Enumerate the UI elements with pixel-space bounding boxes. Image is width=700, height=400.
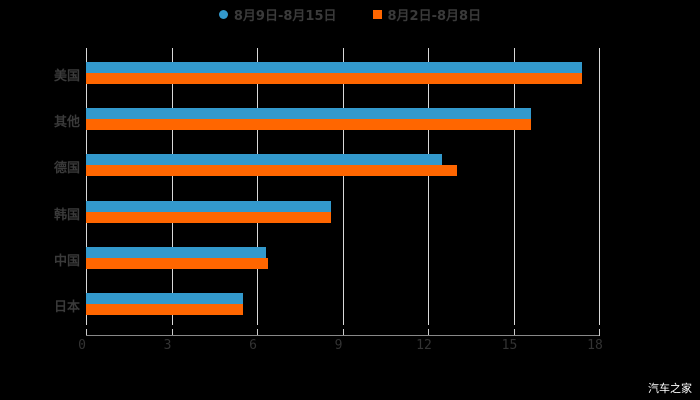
circle-marker-icon [218, 9, 228, 19]
category-label: 日本 [53, 300, 80, 315]
category-label: 美国 [53, 69, 80, 84]
axis-tick [257, 329, 258, 336]
square-marker-icon [372, 9, 382, 19]
category-label: 其他 [53, 115, 80, 131]
axis-tick [342, 329, 344, 336]
bar[interactable] [86, 154, 443, 166]
bar[interactable] [86, 73, 582, 84]
category-label: 德国 [53, 161, 80, 177]
x-tick-label: 3 [163, 338, 172, 353]
bar[interactable] [86, 62, 582, 73]
axis-tick [599, 329, 600, 336]
gridline [342, 48, 344, 325]
bar[interactable] [86, 293, 243, 304]
bar[interactable] [86, 165, 457, 177]
category-label: 中国 [53, 253, 80, 269]
bar[interactable] [86, 119, 531, 131]
legend-label: 8月2日-8月8日 [387, 8, 482, 24]
x-tick-label: 12 [416, 338, 432, 353]
legend: 8月9日-8月15日 8月2日-8月8日 [0, 4, 700, 24]
gridline [599, 48, 600, 325]
x-tick-label: 15 [501, 338, 518, 353]
gridline [257, 48, 258, 325]
bar[interactable] [86, 211, 332, 223]
watermark: 汽车之家 [648, 382, 692, 395]
x-tick-label: 9 [334, 338, 343, 353]
x-tick-label: 0 [78, 338, 86, 353]
gridline [428, 48, 429, 325]
gridline [513, 48, 515, 325]
bar[interactable] [86, 304, 243, 315]
gridline [86, 48, 87, 325]
axis-tick [171, 329, 173, 336]
x-tick-label: 18 [587, 338, 603, 353]
bar[interactable] [86, 257, 269, 269]
x-tick-label: 6 [249, 338, 257, 353]
axis-tick [86, 329, 87, 336]
legend-item-week2[interactable]: 8月9日-8月15日 [218, 4, 337, 24]
legend-item-week1[interactable]: 8月2日-8月8日 [372, 4, 482, 24]
axis-tick [428, 329, 429, 336]
bar[interactable] [86, 200, 332, 212]
bar[interactable] [86, 108, 531, 120]
x-axis [86, 335, 599, 336]
axis-tick [513, 329, 515, 336]
bar[interactable] [86, 246, 266, 258]
legend-label: 8月9日-8月15日 [233, 8, 337, 24]
gridline [171, 48, 173, 325]
category-label: 韩国 [53, 207, 80, 223]
